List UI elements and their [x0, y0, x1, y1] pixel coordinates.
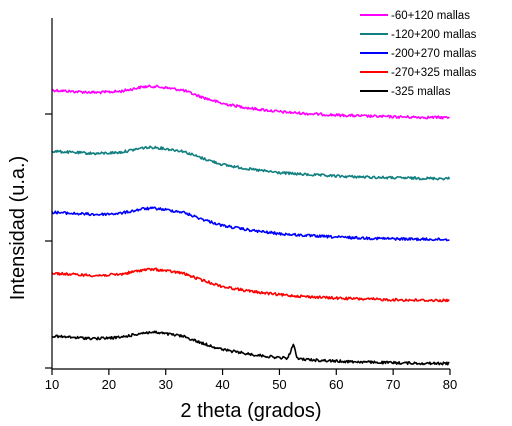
- y-ticks: [45, 113, 52, 369]
- x-tick-label-70: 70: [386, 377, 400, 392]
- x-tick-label-60: 60: [329, 377, 343, 392]
- y-axis-title: Intensidad (u.a.): [7, 156, 29, 301]
- series-line-3: [51, 206, 450, 242]
- x-tick-label-20: 20: [102, 377, 116, 392]
- legend: -60+120 mallas -120+200 mallas -200+270 ma…: [360, 10, 477, 98]
- series-line-5: [51, 330, 450, 366]
- legend-label-3: -200+270 mallas: [391, 48, 477, 60]
- x-tick-label-80: 80: [443, 377, 457, 392]
- x-axis-title: 2 theta (grados): [180, 400, 321, 422]
- x-tick-label-50: 50: [272, 377, 286, 392]
- x-ticks: 10 20 30 40 50 60 70 80: [45, 369, 457, 392]
- series-line-4: [51, 267, 450, 303]
- legend-label-4: -270+325 mallas: [391, 67, 477, 79]
- x-tick-label-30: 30: [158, 377, 172, 392]
- series-line-1: [51, 84, 450, 120]
- x-tick-label-10: 10: [45, 377, 59, 392]
- x-tick-label-40: 40: [215, 377, 229, 392]
- plot-area: [51, 84, 451, 366]
- legend-label-1: -60+120 mallas: [391, 10, 470, 22]
- legend-label-5: -325 mallas: [391, 86, 451, 98]
- legend-label-2: -120+200 mallas: [391, 29, 477, 41]
- series-line-2: [51, 145, 451, 181]
